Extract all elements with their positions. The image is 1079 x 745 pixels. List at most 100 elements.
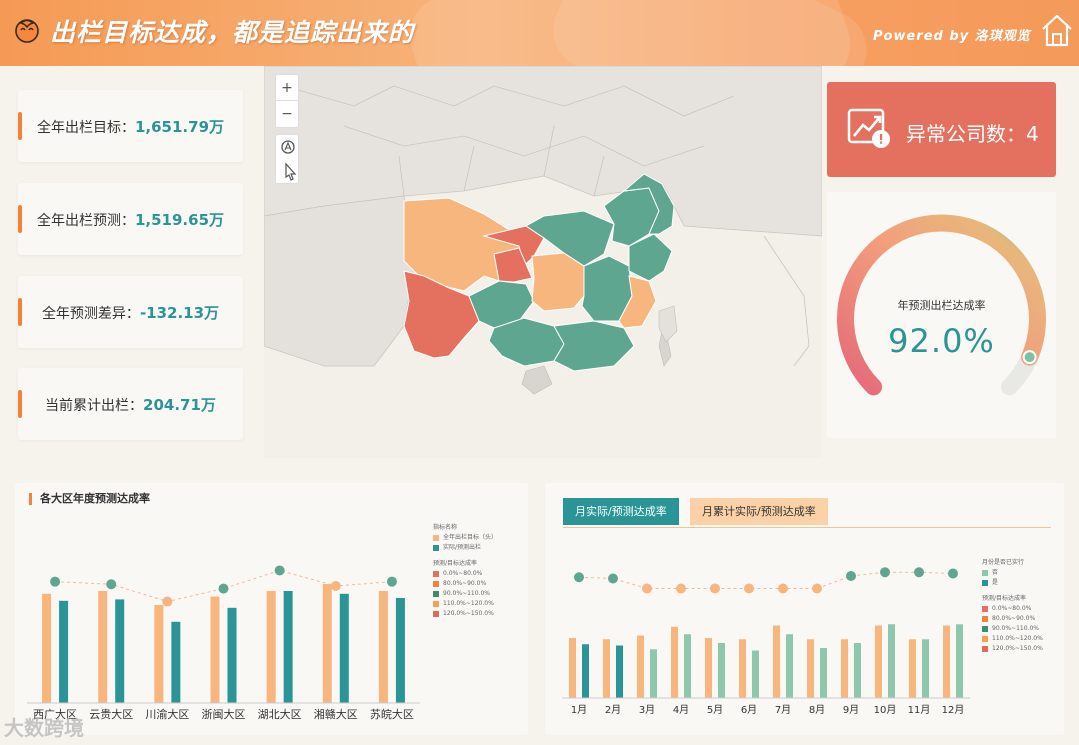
- legend-rate-title: 预测/目标达成率: [433, 560, 478, 567]
- x-tick-label: 5月: [707, 704, 723, 716]
- region-chart-panel: 各大区年度预测达成率 西广大区 云贵大区 川渝大区 浙闽大区 湖北大区 湘赣大区 苏皖大区 …: [15, 483, 528, 735]
- bar-target: [378, 591, 388, 703]
- bar-actual: [888, 624, 895, 698]
- legend-executed: 月份是否已实行 否 是 预测/目标达成率 0.0%~80.0% 80.0%~90…: [982, 558, 1043, 654]
- tab-monthly-cumulative[interactable]: 月累计实际/预测达成率: [690, 498, 828, 525]
- bar-target: [637, 635, 644, 698]
- rate-line: [578, 571, 954, 589]
- x-tick-label: 7月: [775, 704, 791, 716]
- legend-item[interactable]: 否: [992, 569, 999, 576]
- watermark: 大数跨境: [4, 716, 84, 740]
- rate-point: [812, 583, 822, 594]
- legend-item[interactable]: 0.0%~80.0%: [992, 605, 1032, 612]
- x-tick-label: 湖北大区: [258, 707, 302, 721]
- rate-point: [608, 573, 618, 584]
- legend-rate-title: 预测/目标达成率: [982, 595, 1027, 602]
- bar-target: [807, 639, 814, 698]
- abnormal-value: 4: [1026, 122, 1039, 146]
- x-tick-label: 湘赣大区: [314, 707, 358, 721]
- gauge-label: 年预测出栏达成率: [897, 299, 986, 312]
- bar-actual: [752, 650, 759, 698]
- legend-swatch: [433, 610, 439, 617]
- legend-indicator: 指标名称 全年出栏目标（头） 实际/预测出栏 预测/目标达成率 0.0%~80.…: [433, 523, 497, 619]
- abnormal-label: 异常公司数：: [906, 122, 1026, 146]
- gauge-fill: [837, 214, 1046, 396]
- bar-actual: [115, 599, 125, 703]
- bar-actual: [59, 600, 69, 703]
- legend-item[interactable]: 120.0%~150.0%: [992, 645, 1043, 652]
- x-tick-label: 3月: [639, 704, 655, 716]
- header-bar: 出栏目标达成，都是追踪出来的 Powered by 洛琪观览: [0, 0, 1079, 66]
- legend-swatch: [433, 600, 439, 607]
- legend-title: 指标名称: [433, 524, 458, 531]
- legend-swatch: [982, 569, 988, 576]
- kpi-accent-bar: [18, 112, 22, 140]
- rate-point: [106, 579, 117, 590]
- header-decoration: [540, 0, 880, 66]
- bar-target: [42, 593, 52, 703]
- legend-swatch: [433, 590, 439, 597]
- rate-point: [386, 576, 397, 587]
- zoom-out-button[interactable]: −: [281, 106, 293, 122]
- legend-item[interactable]: 0.0%~80.0%: [443, 570, 483, 577]
- kpi-value: 1,519.65万: [134, 211, 225, 229]
- x-tick-label: 4月: [673, 704, 689, 716]
- map-tool-icons: [281, 140, 297, 181]
- pointer-icon[interactable]: [285, 162, 297, 181]
- bar-actual: [171, 621, 181, 703]
- kpi-card-forecast: 全年出栏预测：1,519.65万: [18, 183, 243, 255]
- legend-swatch: [433, 544, 439, 551]
- kpi-accent-bar: [18, 298, 22, 326]
- legend-swatch: [433, 580, 439, 587]
- kpi-value: 1,651.79万: [134, 118, 225, 136]
- legend-swatch: [982, 635, 988, 642]
- zoom-in-button[interactable]: +: [276, 75, 298, 101]
- legend-swatch: [982, 615, 988, 622]
- map-zoom-controls: + −: [275, 74, 299, 128]
- legend-item[interactable]: 90.0%~110.0%: [443, 590, 490, 597]
- kpi-label: 全年预测差异：: [41, 306, 140, 322]
- bar-target: [875, 625, 882, 698]
- map-tools: [275, 134, 299, 184]
- rate-point: [330, 581, 341, 591]
- bar-actual: [684, 634, 691, 698]
- rate-point: [778, 583, 788, 594]
- x-tick-label: 6月: [741, 704, 757, 716]
- legend-item[interactable]: 全年出栏目标（头）: [443, 534, 498, 541]
- legend-item[interactable]: 是: [992, 579, 999, 586]
- legend-item[interactable]: 110.0%~120.0%: [443, 600, 494, 607]
- x-tick-label: 西广大区: [33, 707, 77, 721]
- x-tick-label: 9月: [843, 704, 859, 716]
- bar-target: [943, 625, 950, 698]
- gauge-value: 92.0%: [888, 322, 995, 360]
- kpi-value: 204.71万: [143, 396, 216, 414]
- rate-point: [914, 567, 924, 578]
- x-tick-label: 8月: [809, 704, 825, 716]
- panel-title: 各大区年度预测达成率: [29, 493, 150, 505]
- x-tick-label: 2月: [605, 704, 621, 716]
- legend-item[interactable]: 80.0%~90.0%: [443, 580, 487, 587]
- bar-target: [266, 591, 276, 703]
- legend-item[interactable]: 110.0%~120.0%: [992, 635, 1043, 642]
- kpi-label: 当前累计出栏：: [45, 398, 144, 414]
- tab-monthly[interactable]: 月实际/预测达成率: [563, 498, 679, 525]
- rate-point: [218, 583, 229, 594]
- alert-chart-icon: [847, 108, 890, 148]
- legend-item[interactable]: 实际/预测出栏: [443, 544, 482, 551]
- home-icon[interactable]: [1040, 12, 1074, 48]
- china-region-map[interactable]: [264, 66, 822, 458]
- kpi-card-difference: 全年预测差异：-132.13万: [18, 276, 243, 348]
- bar-target: [773, 625, 780, 698]
- reset-icon[interactable]: [281, 140, 295, 154]
- monthly-bar-chart: 1月 2月 3月 4月 5月 6月 7月 8月 9月 10月 11月 12月: [562, 567, 970, 716]
- rate-point: [846, 571, 856, 581]
- rate-point: [710, 583, 720, 594]
- x-tick-label: 苏皖大区: [370, 707, 414, 721]
- tab-divider: [563, 527, 1051, 528]
- rate-point: [676, 583, 686, 594]
- legend-item[interactable]: 90.0%~110.0%: [992, 625, 1039, 632]
- legend-item[interactable]: 80.0%~90.0%: [992, 615, 1036, 622]
- tomato-logo-icon: [15, 19, 39, 43]
- legend-item[interactable]: 120.0%~150.0%: [443, 610, 494, 617]
- bar-actual: [395, 598, 405, 703]
